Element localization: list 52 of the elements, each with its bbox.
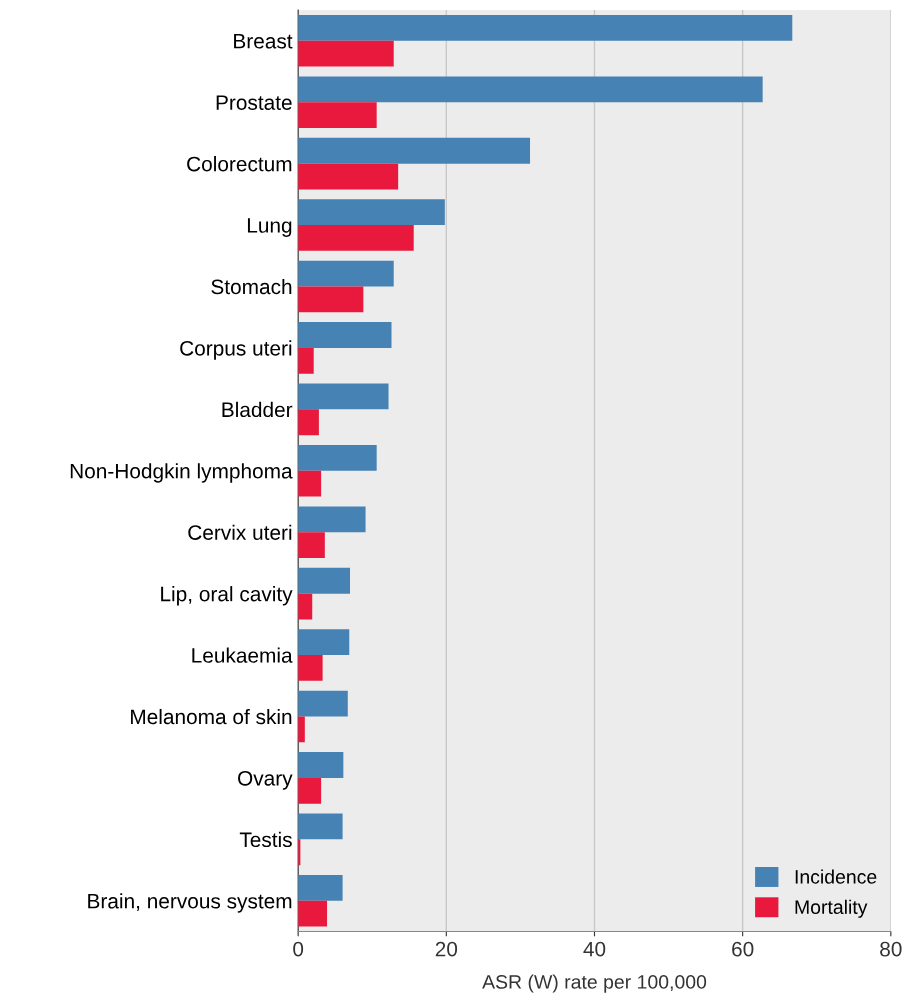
bar bbox=[298, 593, 313, 620]
x-tick-label: 80 bbox=[880, 941, 902, 957]
legend-label: Incidence bbox=[795, 869, 877, 884]
bar bbox=[298, 383, 389, 410]
x-tick-label: 40 bbox=[583, 941, 606, 957]
y-tick-label: Testis bbox=[239, 831, 292, 848]
bar bbox=[298, 322, 392, 348]
bar bbox=[298, 532, 325, 558]
bar bbox=[298, 752, 344, 778]
bar bbox=[298, 199, 445, 226]
y-tick-label: Colorectum bbox=[187, 156, 292, 172]
bar bbox=[298, 40, 394, 67]
bar bbox=[298, 629, 350, 656]
y-tick-label: Breast bbox=[234, 34, 293, 49]
bar bbox=[298, 813, 343, 840]
y-tick-label: Bladder bbox=[222, 401, 293, 418]
bar bbox=[298, 260, 394, 287]
bar bbox=[298, 137, 531, 164]
bar bbox=[298, 567, 351, 594]
bar bbox=[298, 76, 763, 103]
y-tick-label: Ovary bbox=[238, 770, 293, 790]
bar bbox=[298, 163, 399, 190]
y-tick-label: Cervix uteri bbox=[188, 524, 292, 540]
y-tick-label: Stomach bbox=[211, 278, 292, 295]
bar bbox=[298, 506, 366, 533]
bar bbox=[298, 874, 343, 901]
bar bbox=[298, 690, 348, 717]
y-tick-label: Leukaemia bbox=[192, 647, 293, 663]
bar bbox=[298, 716, 305, 743]
bar bbox=[298, 777, 322, 804]
y-tick-label: Non-Hodgkin lymphoma bbox=[70, 463, 293, 483]
bar bbox=[298, 347, 314, 374]
y-tick-label: Corpus uteri bbox=[180, 340, 292, 360]
bar bbox=[298, 286, 364, 313]
bar bbox=[298, 470, 322, 497]
x-tick-label: 20 bbox=[435, 941, 458, 957]
y-tick-label: Prostate bbox=[216, 95, 292, 110]
y-tick-label: Lung bbox=[247, 218, 292, 237]
bar bbox=[298, 14, 793, 41]
y-tick-label: Brain, nervous system bbox=[88, 893, 292, 913]
legend-label: Mortality bbox=[795, 899, 868, 918]
bar bbox=[298, 225, 414, 251]
x-tick-label: 60 bbox=[732, 941, 754, 957]
y-tick-label: Lip, oral cavity bbox=[161, 586, 293, 606]
bar bbox=[298, 900, 328, 927]
x-tick-label: 0 bbox=[293, 941, 304, 957]
bar bbox=[298, 102, 377, 129]
x-axis-title: ASR (W) rate per 100,000 bbox=[482, 974, 707, 993]
bar bbox=[298, 655, 323, 681]
y-tick-label: Melanoma of skin bbox=[131, 708, 292, 725]
bar bbox=[298, 444, 377, 471]
bar bbox=[298, 409, 319, 436]
